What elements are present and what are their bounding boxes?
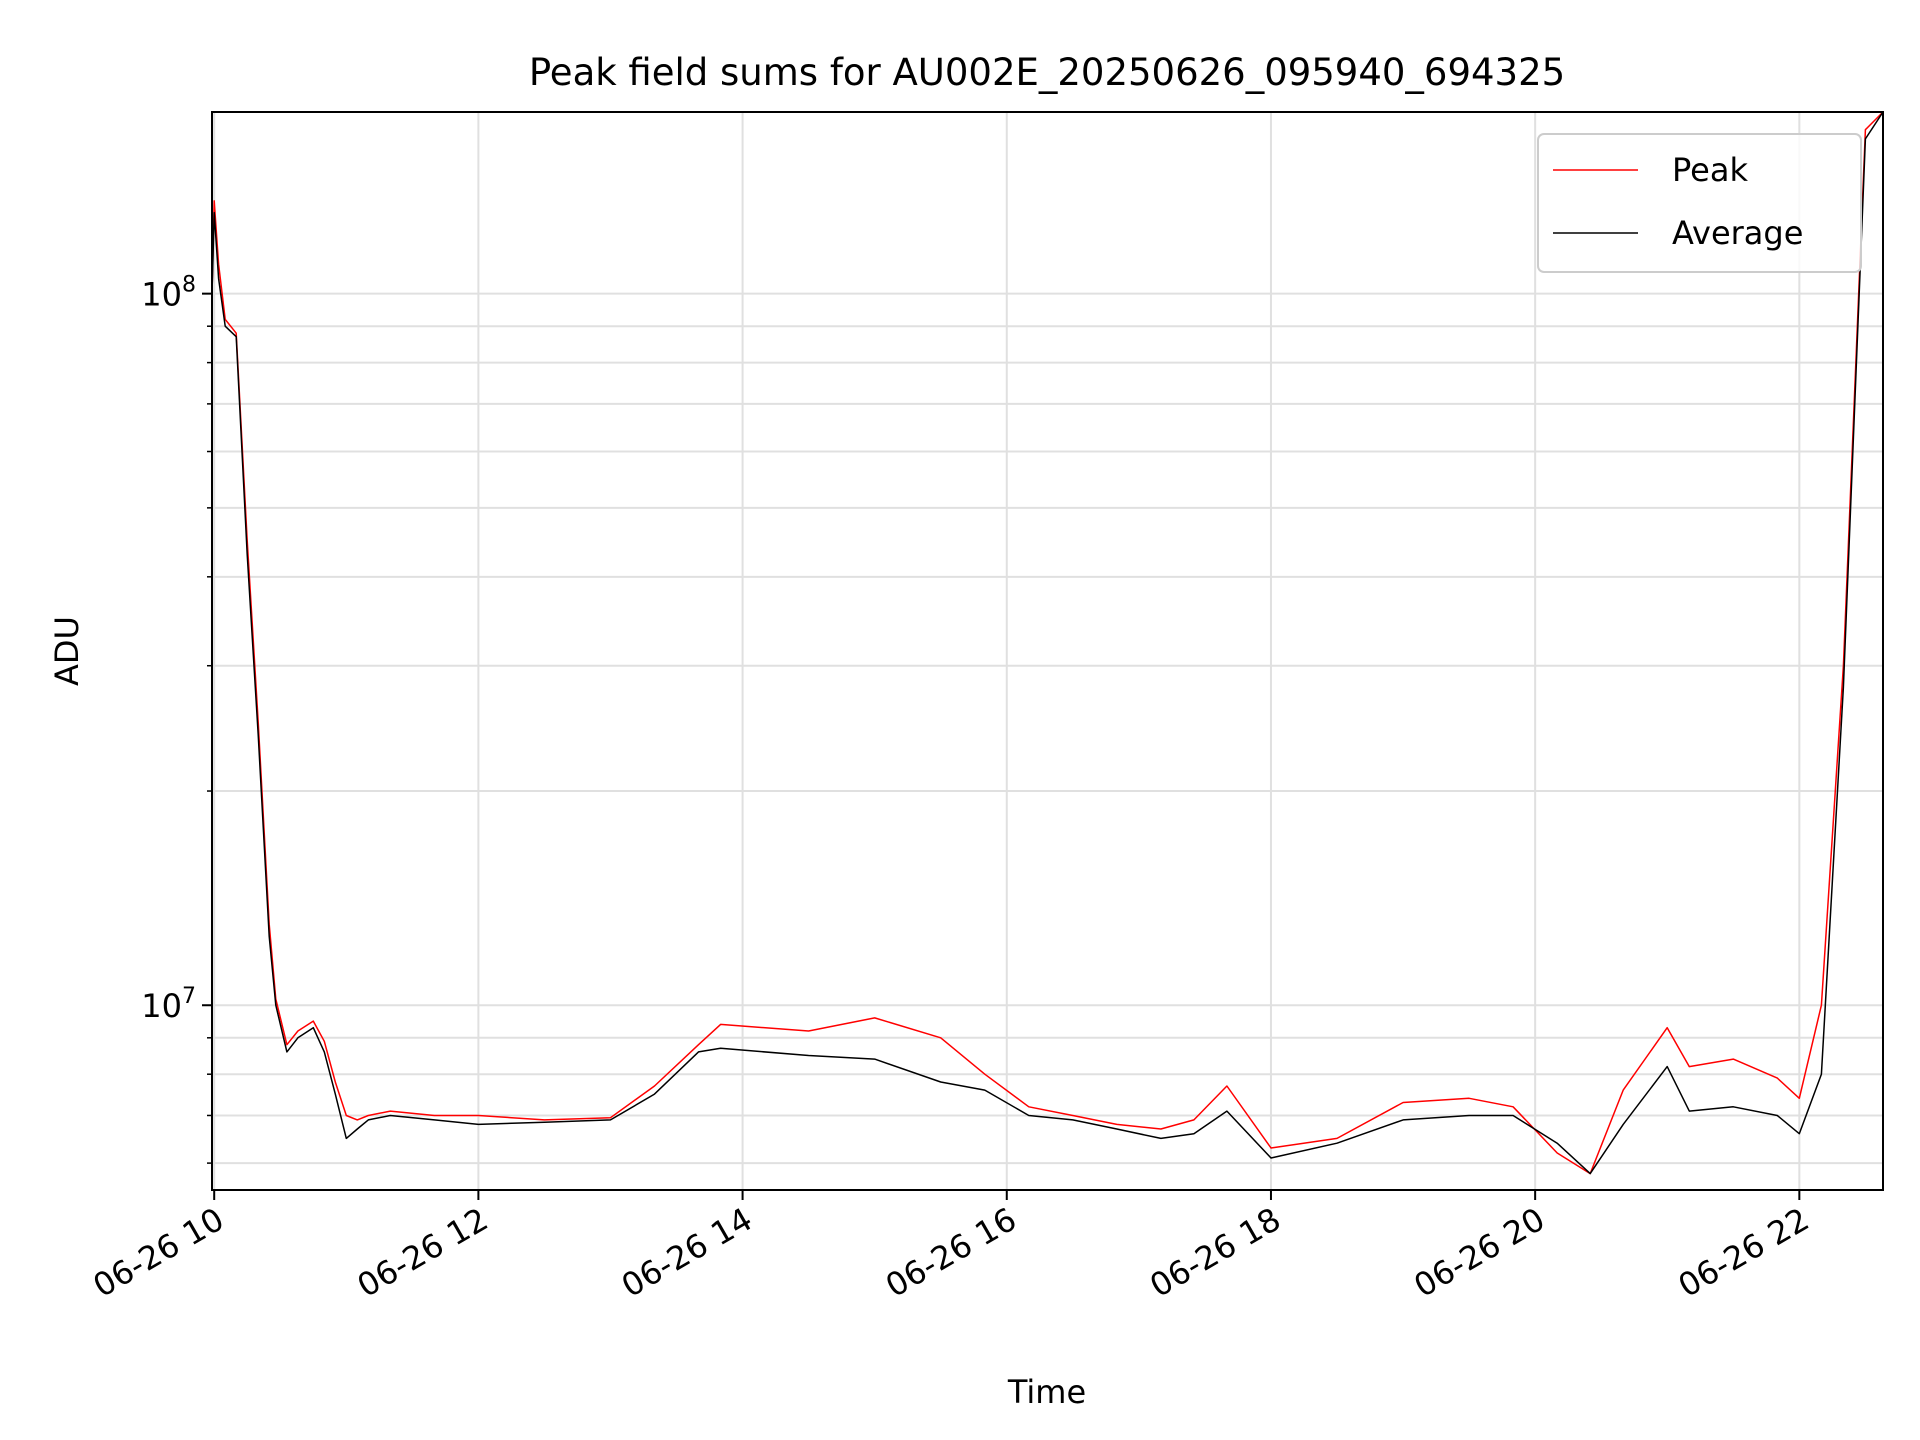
plot-frame (211, 111, 1884, 1191)
chart-title: Peak field sums for AU002E_20250626_0959… (529, 51, 1565, 94)
y-tick-label: 107 (141, 984, 196, 1025)
series-line-average (211, 111, 1884, 1175)
legend: Peak Average (1537, 133, 1862, 273)
series-layer (211, 111, 1884, 1175)
y-tick-label: 108 (141, 273, 196, 314)
legend-box (1537, 133, 1862, 273)
x-axis-label: Time (1007, 1373, 1086, 1411)
legend-label-average: Average (1672, 214, 1803, 252)
legend-label-peak: Peak (1672, 151, 1748, 189)
grid-layer (212, 112, 1883, 1190)
y-axis-label: ADU (48, 616, 86, 686)
series-line-peak (211, 111, 1884, 1175)
